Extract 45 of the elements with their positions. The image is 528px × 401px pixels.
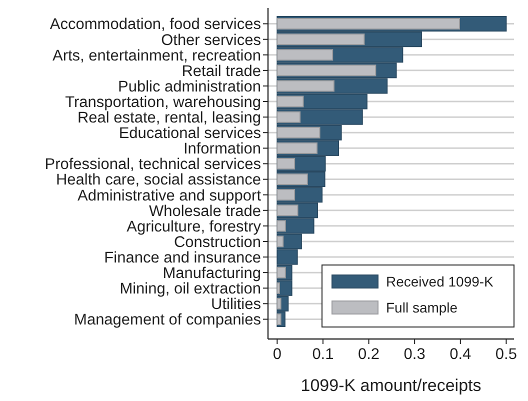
bar: [276, 126, 320, 138]
x-tick-label: 0: [272, 346, 282, 363]
legend-label: Received 1099-K: [386, 273, 494, 290]
y-tick-label: Accommodation, food services: [50, 16, 262, 34]
bar: [276, 236, 284, 248]
bar: [276, 204, 298, 216]
x-tick-label: 0.4: [450, 346, 472, 363]
bar: [276, 111, 301, 123]
y-tick-label: Arts, entertainment, recreation: [52, 47, 261, 64]
bar: [276, 96, 304, 108]
y-tick-label: Public administration: [118, 78, 261, 96]
x-tick-label: 0.2: [358, 346, 380, 363]
y-tick-label: Transportation, warehousing: [65, 94, 261, 111]
x-tick-label: 0.5: [495, 346, 517, 363]
bar: [276, 158, 296, 170]
x-tick-label: 0.3: [404, 346, 426, 363]
y-tick-label: Retail trade: [182, 62, 261, 80]
y-tick-label: Management of companies: [74, 312, 262, 329]
y-tick-label: Agriculture, forestry: [126, 218, 262, 236]
bar: [276, 80, 334, 92]
bar: [276, 220, 286, 232]
y-tick-label: Real estate, rental, leasing: [77, 110, 261, 126]
bar: [276, 34, 365, 46]
bar: [276, 282, 280, 294]
y-tick-label: Professional, technical services: [44, 156, 262, 174]
y-tick-label: Educational services: [118, 125, 262, 142]
x-tick-label: 0.1: [312, 346, 334, 363]
bar: [276, 18, 460, 30]
y-tick-label: Health care, social assistance: [56, 172, 261, 189]
bar: [276, 174, 308, 186]
y-tick-label: Finance and insurance: [104, 249, 261, 266]
x-axis-title: 1099-K amount/receipts: [300, 376, 482, 395]
y-tick-label: Administrative and support: [77, 187, 262, 204]
y-tick-label: Construction: [174, 234, 261, 251]
legend-label: Full sample: [386, 299, 458, 316]
bar: [276, 64, 376, 76]
bar: [276, 189, 296, 201]
y-tick-label: Utilities: [211, 296, 262, 314]
bar: [276, 49, 334, 61]
y-tick-label: Manufacturing: [162, 265, 261, 282]
y-tick-label: Other services: [161, 32, 262, 49]
y-tick-label: Wholesale trade: [148, 202, 261, 220]
y-tick-label: Information: [183, 140, 261, 158]
bar: [276, 142, 318, 154]
y-tick-label: Mining, oil extraction: [120, 280, 261, 298]
